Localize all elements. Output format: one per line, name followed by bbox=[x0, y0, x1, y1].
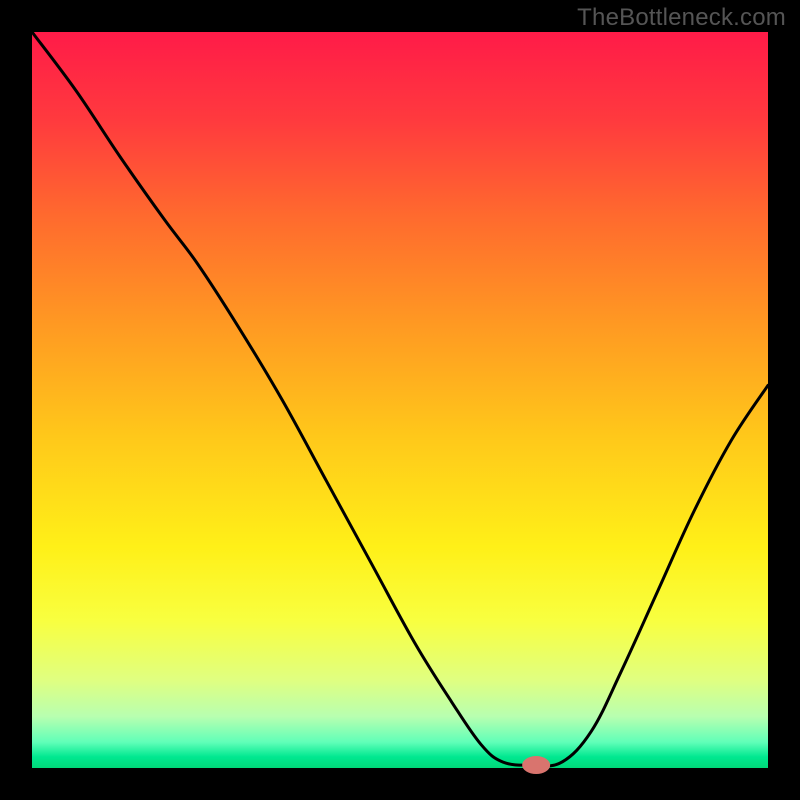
optimal-point-marker bbox=[522, 756, 550, 774]
gradient-background bbox=[32, 32, 768, 768]
chart-canvas: TheBottleneck.com bbox=[0, 0, 800, 800]
watermark-label: TheBottleneck.com bbox=[577, 4, 786, 32]
bottleneck-curve-chart bbox=[0, 0, 800, 800]
